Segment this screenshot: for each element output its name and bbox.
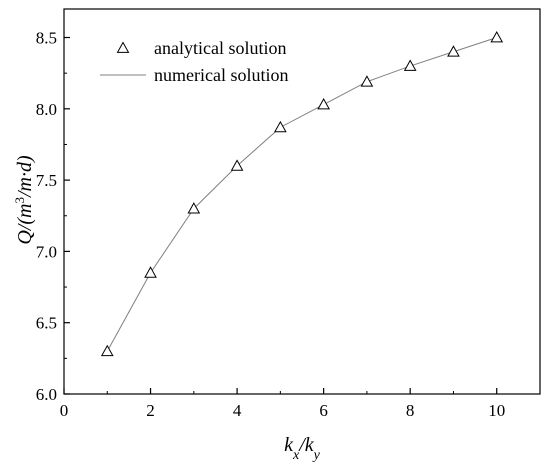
y-tick-label: 8.0 [36, 100, 57, 119]
analytical-point [187, 202, 201, 214]
y-tick-label: 7.0 [36, 242, 57, 261]
legend: analytical solution numerical solution [100, 38, 288, 85]
y-tick-label: 7.5 [36, 171, 57, 190]
numerical-solution-line [106, 37, 497, 352]
x-tick-label: 6 [319, 401, 328, 420]
analytical-point [274, 120, 287, 133]
analytical-point [490, 30, 504, 43]
x-tick-label: 8 [406, 401, 415, 420]
legend-marker-analytical [116, 41, 130, 53]
analytical-point [230, 159, 244, 171]
analytical-point [447, 45, 460, 57]
analytical-point [403, 59, 417, 71]
analytical-point [360, 75, 374, 87]
x-tick-label: 2 [146, 401, 155, 420]
analytical-point [144, 266, 157, 278]
analytical-point [317, 98, 330, 110]
y-axis: 6.0 6.5 7.0 7.5 8.0 8.5 [36, 29, 70, 404]
analytical-solution-series [100, 30, 504, 357]
y-tick-label: 8.5 [36, 29, 57, 48]
analytical-point [100, 344, 114, 357]
y-tick-label: 6.0 [36, 385, 57, 404]
numerical-solution-series [106, 37, 497, 352]
x-tick-label: 10 [488, 401, 505, 420]
y-axis-title: Q/(m3/m·d) [12, 155, 37, 245]
x-axis-title: kx/ky [284, 434, 321, 463]
x-tick-label: 0 [60, 401, 69, 420]
plot-frame [63, 8, 541, 395]
legend-label-numerical: numerical solution [154, 65, 288, 85]
legend-label-analytical: analytical solution [154, 38, 286, 58]
x-tick-label: 4 [233, 401, 242, 420]
x-axis: 0 2 4 6 8 10 [60, 388, 505, 420]
y-tick-label: 6.5 [36, 314, 57, 333]
